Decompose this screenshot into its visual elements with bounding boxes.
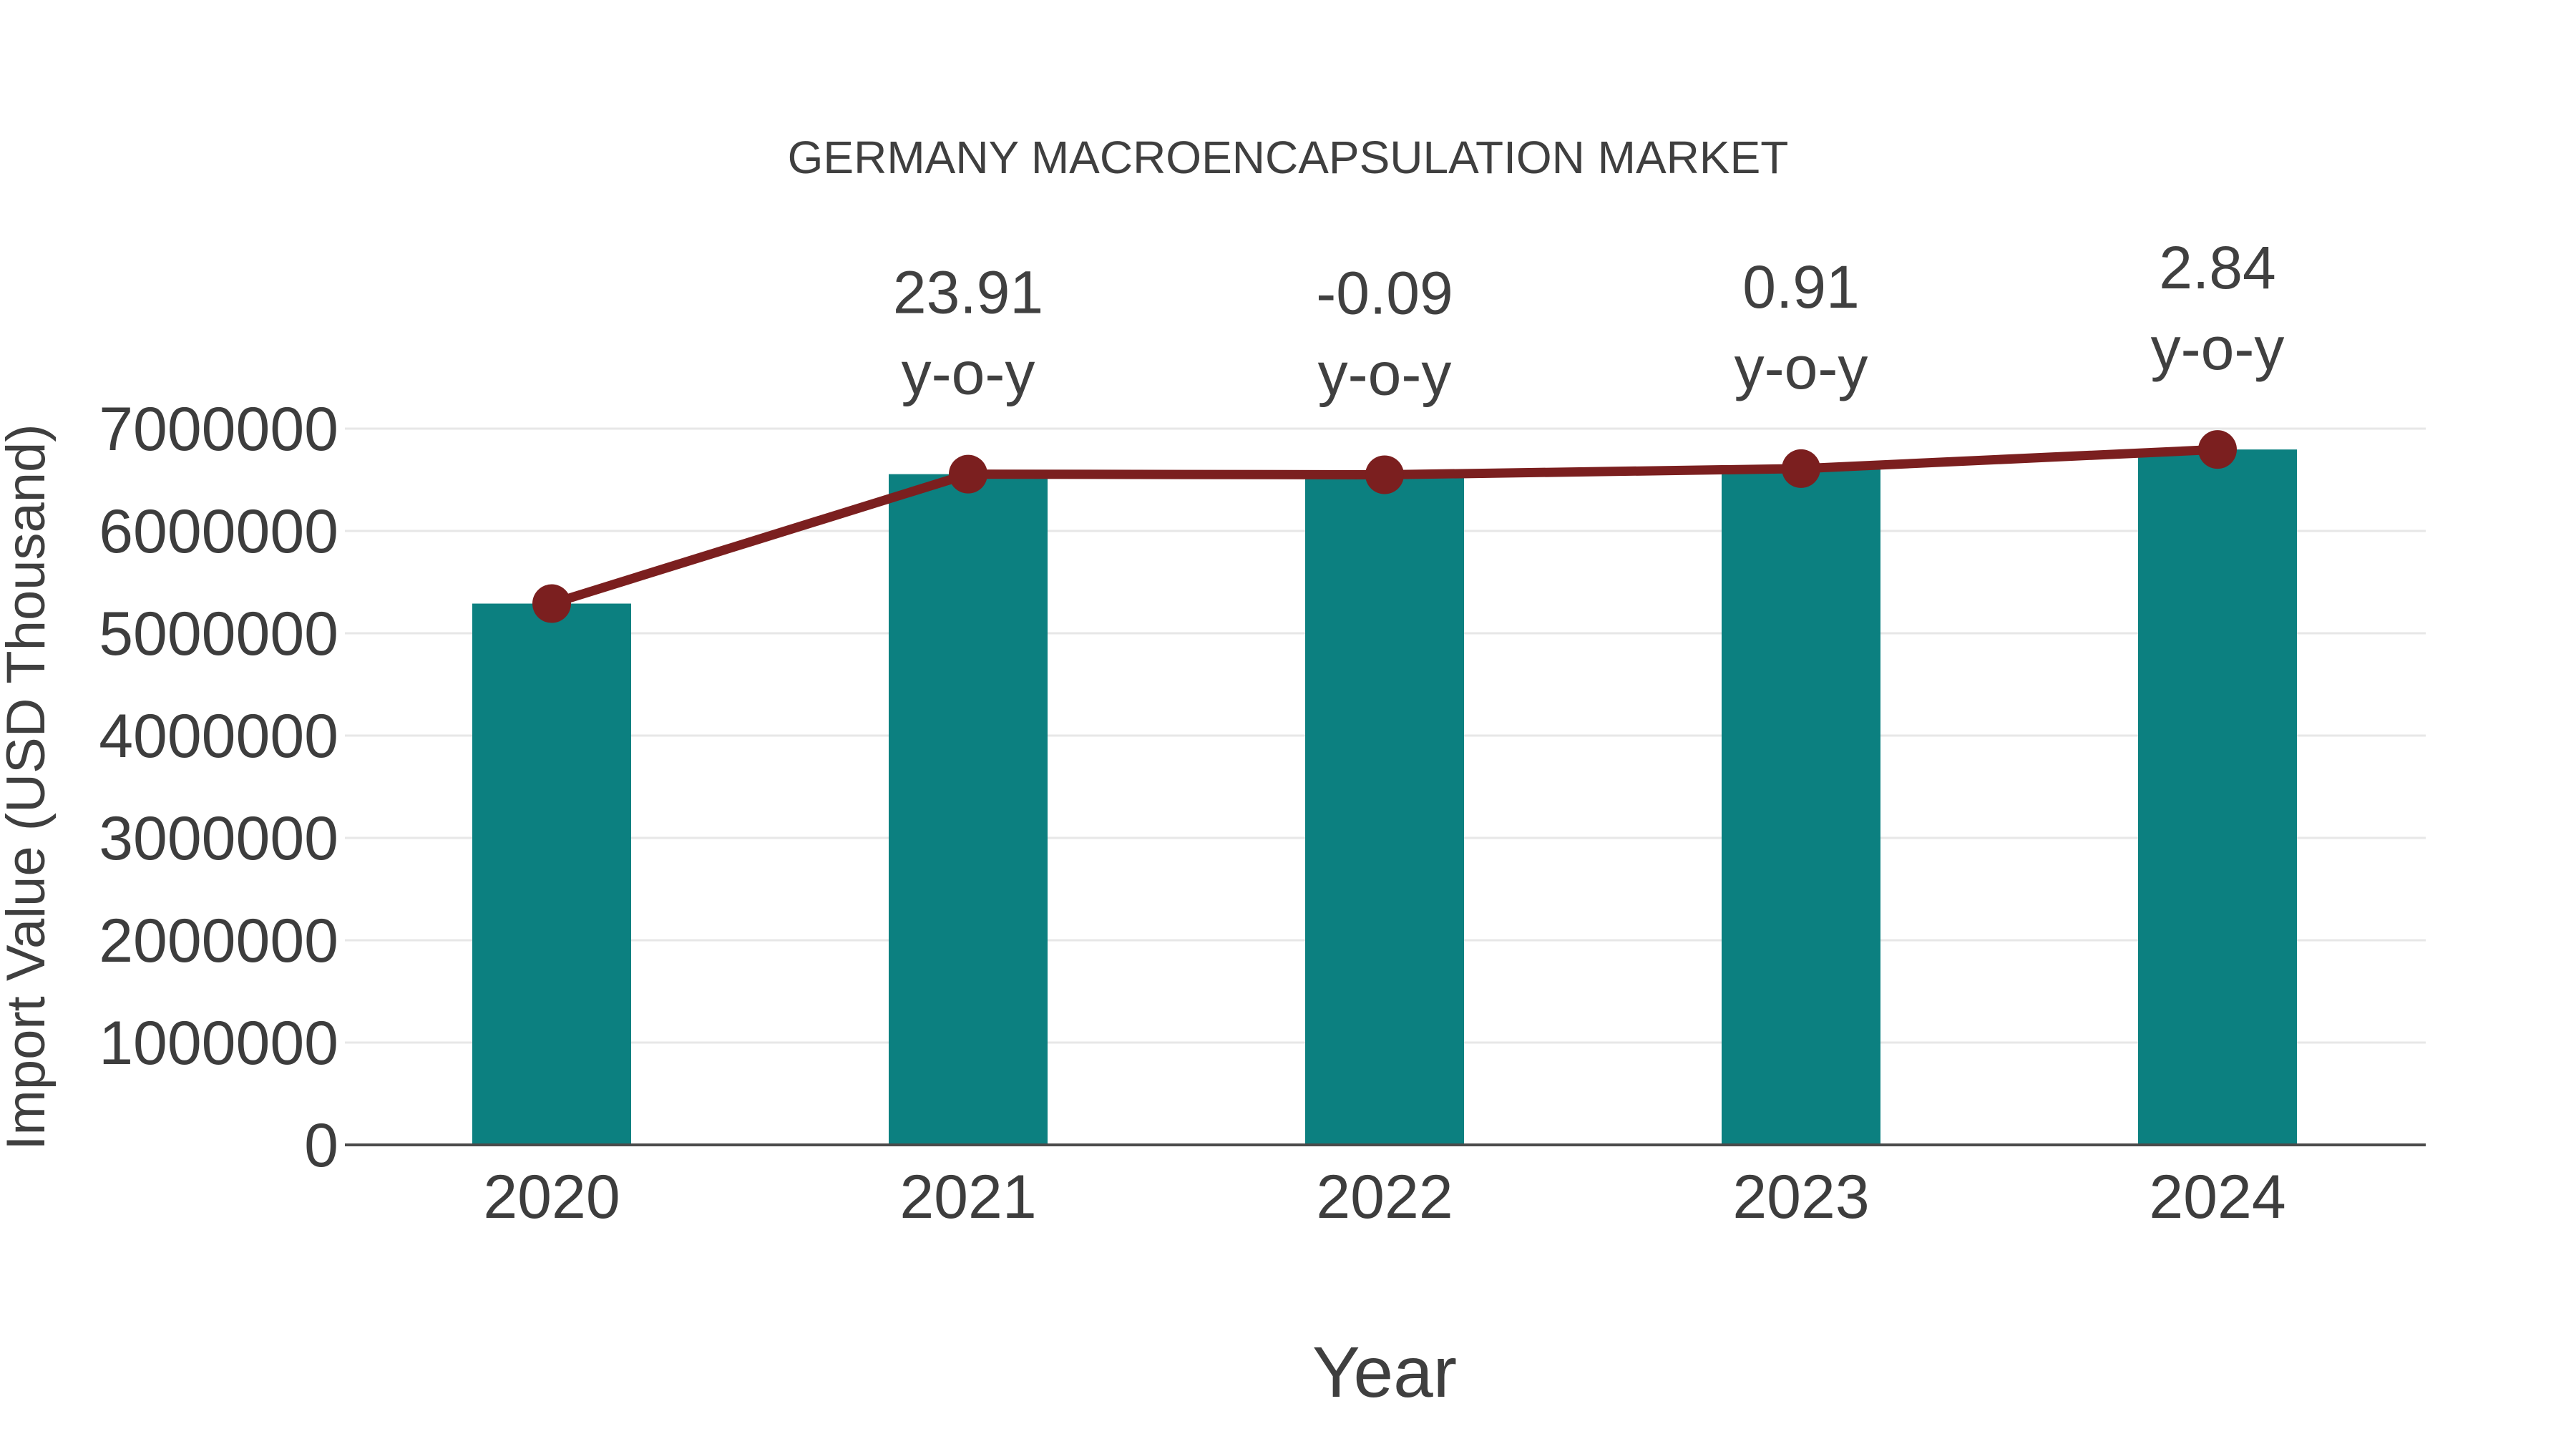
annotation-suffix-2023: y-o-y (1735, 334, 1868, 401)
trend-point-2022 (1365, 455, 1404, 494)
x-tick-label: 2024 (2149, 1163, 2285, 1231)
y-tick-label: 7000000 (99, 395, 338, 464)
trend-point-2021 (949, 454, 987, 494)
x-axis-title: Year (1312, 1332, 1457, 1413)
annotation-value-2024: 2.84 (2159, 234, 2276, 301)
annotation-suffix-2022: y-o-y (1318, 340, 1452, 407)
bar-2022 (1305, 474, 1464, 1145)
trend-point-2023 (1782, 449, 1820, 488)
y-tick-label: 2000000 (99, 907, 338, 975)
bar-2020 (472, 603, 631, 1145)
chart-title: GERMANY MACROENCAPSULATION MARKET (788, 132, 1789, 183)
y-tick-label: 1000000 (99, 1009, 338, 1078)
y-tick-label: 5000000 (99, 600, 338, 668)
x-tick-label: 2020 (483, 1163, 620, 1231)
x-tick-label: 2021 (899, 1163, 1036, 1231)
annotation-value-2021: 23.91 (893, 259, 1043, 326)
x-tick-label: 2023 (1732, 1163, 1869, 1231)
y-tick-label: 3000000 (99, 804, 338, 873)
y-tick-label: 6000000 (99, 497, 338, 566)
annotation-suffix-2024: y-o-y (2151, 315, 2285, 382)
annotation-suffix-2021: y-o-y (902, 340, 1035, 407)
tick-labels-layer: 0 1000000 2000000 3000000 4000000 5000000 6000… (99, 395, 2285, 1231)
bar-2021 (889, 474, 1048, 1145)
x-tick-label: 2022 (1316, 1163, 1453, 1231)
bar-2023 (1722, 468, 1880, 1145)
annotations-layer: 23.91 y-o-y -0.09 y-o-y 0.91 y-o-y 2.84 y-o-y (893, 234, 2284, 407)
trend-point-2020 (532, 584, 571, 623)
y-tick-label: 0 (304, 1111, 338, 1180)
bar-2024 (2138, 449, 2297, 1145)
annotation-value-2023: 0.91 (1742, 253, 1860, 321)
bars-layer (472, 449, 2297, 1145)
y-axis-title: Import Value (USD Thousand) (0, 424, 57, 1150)
y-tick-label: 4000000 (99, 702, 338, 771)
annotation-value-2022: -0.09 (1316, 259, 1453, 326)
trend-line-layer (532, 430, 2237, 623)
trend-point-2024 (2198, 430, 2237, 469)
